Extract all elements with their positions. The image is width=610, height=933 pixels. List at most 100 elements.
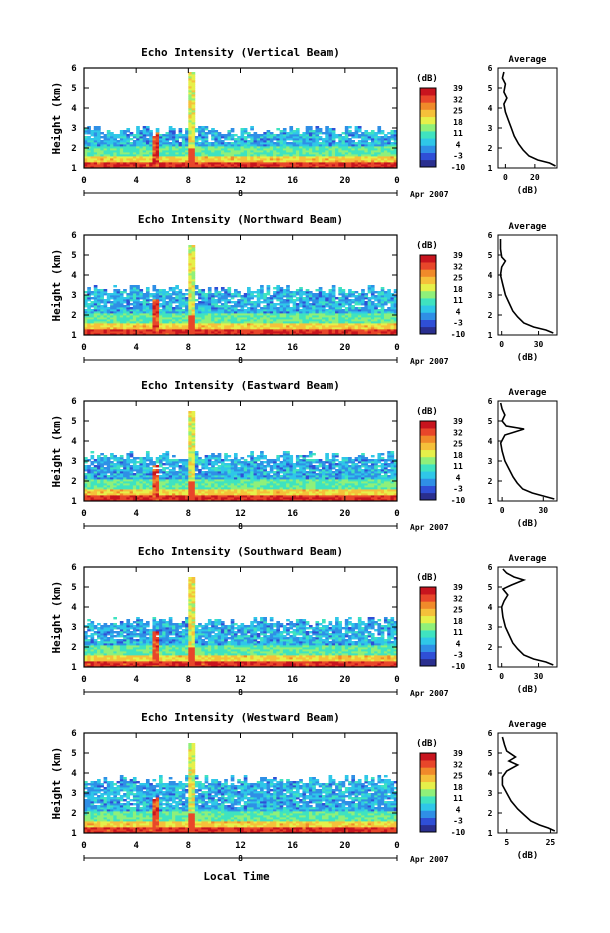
heatmap-cell (335, 142, 339, 144)
heatmap-cell (257, 289, 261, 291)
heatmap-cell (224, 134, 228, 136)
colorbar-segment (420, 277, 436, 284)
heatmap-cell (182, 293, 186, 295)
heatmap-cell (247, 307, 251, 309)
heatmap-cell (227, 130, 231, 132)
heatmap-cell (195, 285, 199, 287)
heatmap-cell (342, 309, 346, 311)
heatmap-cell (156, 128, 160, 130)
heatmap-cell (309, 303, 313, 305)
heatmap-cell (208, 142, 212, 144)
colorbar-segment (420, 95, 436, 102)
y-tick-label: 5 (71, 251, 76, 261)
heatmap-cell (247, 132, 251, 134)
colorbar-segment (420, 110, 436, 117)
heatmap-cell (211, 142, 215, 144)
heatmap-cell (293, 130, 297, 132)
colorbar-unit: (dB) (416, 241, 438, 251)
heatmap-cell (188, 245, 192, 247)
avg-y-tick-label: 2 (488, 144, 493, 153)
heatmap-cell (113, 463, 117, 465)
heatmap-cell (335, 297, 339, 299)
heatmap-cell (224, 142, 228, 144)
heatmap-cell (345, 126, 349, 128)
heatmap-cell (162, 134, 166, 136)
colorbar-tick-label: -3 (453, 152, 463, 161)
heatmap-cell (306, 289, 310, 291)
heatmap-cell (159, 303, 163, 305)
avg-x-tick-label: 0 (499, 340, 504, 349)
heatmap-cell (211, 293, 215, 295)
heatmap-cell (149, 303, 153, 305)
heatmap-cell (368, 132, 372, 134)
heatmap-cell (156, 475, 160, 477)
heatmap-cell (130, 307, 134, 309)
heatmap-cell (276, 307, 280, 309)
heatmap-cell (126, 134, 130, 136)
heatmap-cell (139, 289, 143, 291)
heatmap-cell (97, 126, 101, 128)
heatmap-cell (283, 128, 287, 130)
heatmap-cell (221, 303, 225, 305)
heatmap-cell (221, 140, 225, 142)
heatmap-cell (169, 126, 173, 128)
heatmap-cell (166, 132, 170, 134)
heatmap-cell (182, 309, 186, 311)
heatmap-cell (299, 134, 303, 136)
heatmap-cell (139, 301, 143, 303)
heatmap-cell (104, 289, 108, 291)
heatmap-cell (159, 289, 163, 291)
heatmap-cell (91, 309, 95, 311)
heatmap-cell (130, 142, 134, 144)
heatmap-cell (205, 471, 209, 473)
heatmap-cell (257, 134, 261, 136)
heatmap-cell (234, 289, 238, 291)
heatmap-cell (371, 130, 375, 132)
date-day: 8 (238, 356, 243, 365)
heatmap-cell (231, 134, 235, 136)
heatmap-cell (309, 291, 313, 293)
heatmap-cell (280, 287, 284, 289)
y-tick-label: 2 (71, 311, 76, 321)
x-tick-label: 4 (133, 343, 139, 353)
panel-title: Echo Intensity (Northward Beam) (138, 213, 343, 226)
heatmap-cell (237, 309, 241, 311)
avg-x-tick-label: 30 (534, 340, 544, 349)
heatmap-cell (244, 136, 248, 138)
heatmap-cell (338, 287, 342, 289)
heatmap-cell (267, 297, 271, 299)
colorbar-segment (420, 262, 436, 269)
heatmap-cell (319, 142, 323, 144)
heatmap-cell (377, 136, 381, 138)
heatmap-cell (270, 132, 274, 134)
heatmap-cell (390, 142, 394, 144)
heatmap-cell (136, 465, 140, 467)
heatmap-cell (117, 289, 121, 291)
heatmap-cell (329, 128, 333, 130)
heatmap-cell (377, 309, 381, 311)
heatmap-cell (136, 461, 140, 463)
heatmap-cell (254, 295, 258, 297)
heatmap-cell (175, 285, 179, 287)
heatmap-cell (159, 475, 163, 477)
heatmap-cell (302, 291, 306, 293)
heatmap-cell (156, 457, 160, 459)
heatmap-cell (387, 307, 391, 309)
y-axis-label: Height (km) (50, 249, 63, 322)
heatmap-cell (263, 305, 267, 307)
heatmap-cell (185, 128, 189, 130)
average-profile-line (502, 72, 555, 166)
heatmap-cell (100, 132, 104, 134)
avg-x-tick-label: 20 (530, 173, 540, 182)
heatmap-cell (231, 293, 235, 295)
colorbar-tick-label: -10 (451, 163, 466, 172)
heatmap-cell (172, 455, 176, 457)
heatmap-cell (205, 293, 209, 295)
heatmap-cell (201, 459, 205, 461)
heatmap-cell (149, 293, 153, 295)
heatmap-cell (221, 134, 225, 136)
heatmap-cell (107, 293, 111, 295)
heatmap-cell (257, 309, 261, 311)
heatmap-cell (192, 72, 196, 74)
